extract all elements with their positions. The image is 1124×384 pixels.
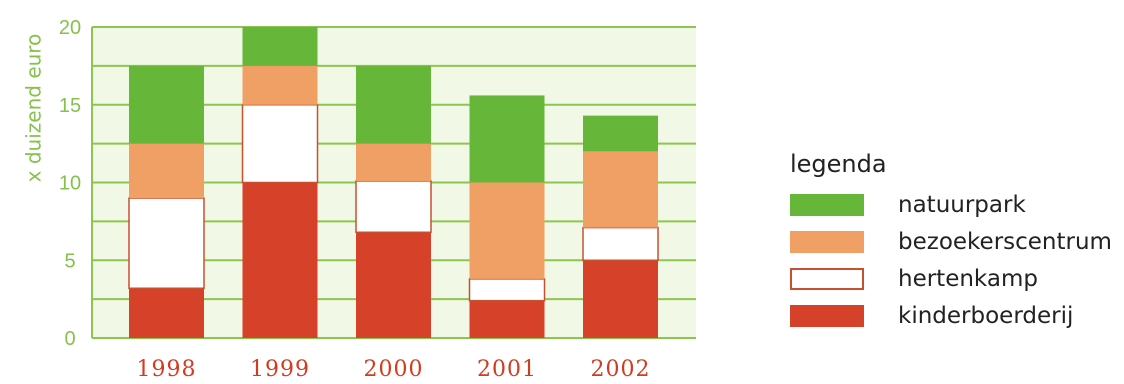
bar-segment-bezoekerscentrum-2001 [469,182,545,279]
bar-segment-natuurpark-1999 [242,27,318,66]
legend-item-natuurpark: natuurpark [790,186,1120,223]
bar-segment-hertenkamp-2002 [582,226,659,261]
bar-segment-hertenkamp-2000 [355,180,432,234]
bar-segment-kinderboerderij-2001 [469,300,545,338]
legend-label: hertenkamp [898,265,1038,292]
x-tick-label: 2001 [477,357,537,382]
bar-segment-kinderboerderij-1998 [129,288,204,338]
bar-segment-bezoekerscentrum-2002 [583,151,658,228]
legend-label: kinderboerderij [898,302,1074,329]
bar-segment-natuurpark-2000 [356,65,431,144]
bar-segment-bezoekerscentrum-2000 [356,143,431,181]
legend-label: natuurpark [898,191,1026,218]
bar-segment-kinderboerderij-1999 [242,182,318,338]
y-axis-label: x duizend euro [22,34,46,183]
legend-swatch [790,304,864,327]
legend-item-bezoekerscentrum: bezoekerscentrum [790,223,1120,260]
legend-swatch [790,230,864,253]
bar-segment-hertenkamp-2001 [468,278,546,302]
y-tick-label: 5 [64,250,75,272]
bar-segment-kinderboerderij-2002 [583,260,658,338]
stacked-bar-chart: 0 5 10 15 20 1998 1999 2000 2001 2002 x duizend … [22,17,696,382]
y-tick-label: 0 [64,328,75,350]
x-tick-label: 1998 [137,357,197,382]
legend-items: natuurpark bezoekerscentrum hertenkamp kind… [790,186,1120,334]
bar-segment-natuurpark-1998 [129,65,204,144]
bars [128,27,659,338]
bar-segment-natuurpark-2002 [583,115,658,152]
legend: legenda natuurpark bezoekerscentrum herten… [790,150,1120,334]
y-tick-label: 15 [59,95,81,117]
bar-segment-bezoekerscentrum-1998 [129,143,204,199]
bar-segment-hertenkamp-1999 [241,104,319,184]
legend-item-hertenkamp: hertenkamp [790,260,1120,297]
x-tick-label: 2002 [591,357,651,382]
x-tick-labels: 1998 1999 2000 2001 2002 [137,357,651,382]
legend-swatch [790,193,864,216]
x-tick-label: 1999 [250,357,310,382]
bar-segment-natuurpark-2001 [469,95,545,183]
legend-swatch [790,267,864,290]
y-tick-label: 10 [59,173,81,195]
bar-segment-bezoekerscentrum-1999 [242,65,318,105]
y-tick-labels: 0 5 10 15 20 [59,17,81,350]
bar-segment-hertenkamp-1998 [128,197,205,289]
legend-item-kinderboerderij: kinderboerderij [790,297,1120,334]
legend-label: bezoekerscentrum [898,228,1112,255]
y-tick-label: 20 [59,17,81,39]
legend-title: legenda [790,150,887,178]
bar-segment-kinderboerderij-2000 [356,232,431,338]
x-tick-label: 2000 [364,357,424,382]
